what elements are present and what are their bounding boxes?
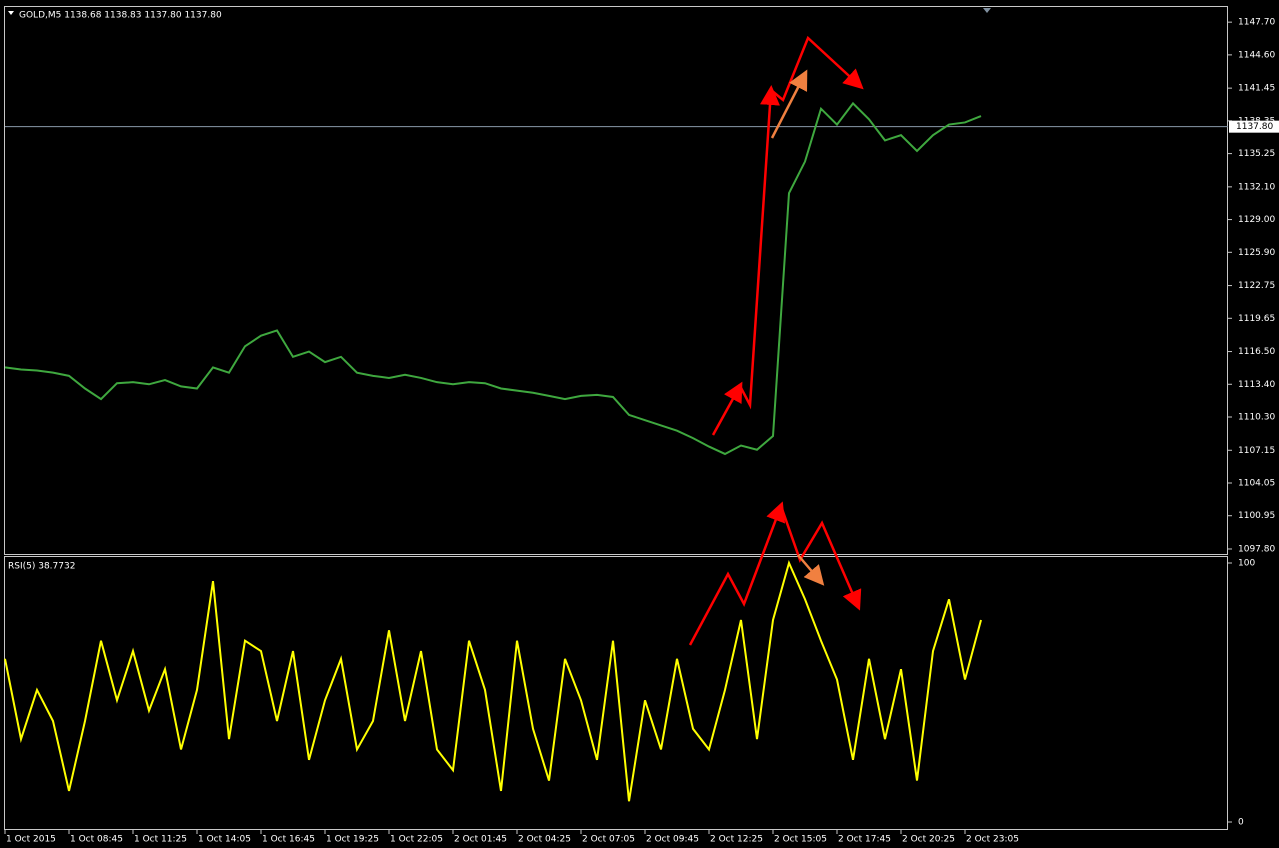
x-tick-label: 1 Oct 22:05	[390, 835, 443, 845]
x-tick-label: 2 Oct 17:45	[838, 835, 891, 845]
arrow	[711, 381, 743, 436]
shift-marker	[983, 8, 991, 13]
arrow	[797, 554, 825, 586]
x-tick-label: 2 Oct 15:05	[774, 835, 827, 845]
annotations	[688, 35, 864, 646]
arrow	[738, 85, 780, 410]
x-tick-label: 2 Oct 01:45	[454, 835, 507, 845]
arrow	[770, 35, 864, 103]
y-tick-label: 1144.60	[1238, 50, 1275, 60]
arrow	[770, 69, 808, 139]
x-tick-label: 1 Oct 19:25	[326, 835, 379, 845]
x-tick-label: 1 Oct 08:45	[70, 835, 123, 845]
price-pane	[4, 6, 1228, 555]
x-tick-label: 2 Oct 07:05	[582, 835, 635, 845]
menu-triangle[interactable]	[8, 11, 14, 15]
y-tick-label: 1119.65	[1238, 314, 1275, 324]
arrow	[688, 501, 786, 646]
price-line-label: 1137.80	[1236, 122, 1273, 132]
y-tick-label: 1147.70	[1238, 18, 1275, 28]
x-tick-label: 2 Oct 20:25	[902, 835, 955, 845]
rsi-pane	[4, 556, 1228, 830]
y-tick-label: 1097.80	[1238, 544, 1275, 554]
y-tick-label: 1110.30	[1238, 413, 1275, 423]
y-tick-label: 1132.10	[1238, 182, 1275, 192]
y-tick-label: 1104.05	[1238, 478, 1275, 488]
y-tick-label: 1113.40	[1238, 380, 1275, 390]
price-title: GOLD,M5 1138.68 1138.83 1137.80 1137.80	[19, 11, 222, 21]
y-tick-label: 1135.25	[1238, 149, 1275, 159]
y-tick-label: 1107.15	[1238, 446, 1275, 456]
x-tick-label: 1 Oct 14:05	[198, 835, 251, 845]
x-tick-label: 2 Oct 04:25	[518, 835, 571, 845]
y-tick-label: 1122.75	[1238, 281, 1275, 291]
rsi-title: RSI(5) 38.7732	[8, 562, 75, 572]
y-tick-label: 1141.45	[1238, 84, 1275, 94]
y-tick-label: 1116.50	[1238, 347, 1275, 357]
x-tick-label: 1 Oct 2015	[6, 835, 56, 845]
y-tick-label: 0	[1238, 818, 1244, 828]
y-tick-label: 1129.00	[1238, 215, 1275, 225]
x-tick-label: 2 Oct 09:45	[646, 835, 699, 845]
x-tick-label: 1 Oct 16:45	[262, 835, 315, 845]
x-tick-label: 2 Oct 12:25	[710, 835, 763, 845]
y-tick-label: 100	[1238, 559, 1255, 569]
series-line	[4, 101, 982, 456]
x-tick-label: 1 Oct 11:25	[134, 835, 187, 845]
arrow	[779, 505, 862, 611]
series-line	[4, 560, 982, 802]
y-tick-label: 1125.90	[1238, 248, 1275, 258]
price-label-box	[1229, 120, 1279, 133]
y-tick-label: 1100.95	[1238, 511, 1275, 521]
x-tick-label: 2 Oct 23:05	[966, 835, 1019, 845]
